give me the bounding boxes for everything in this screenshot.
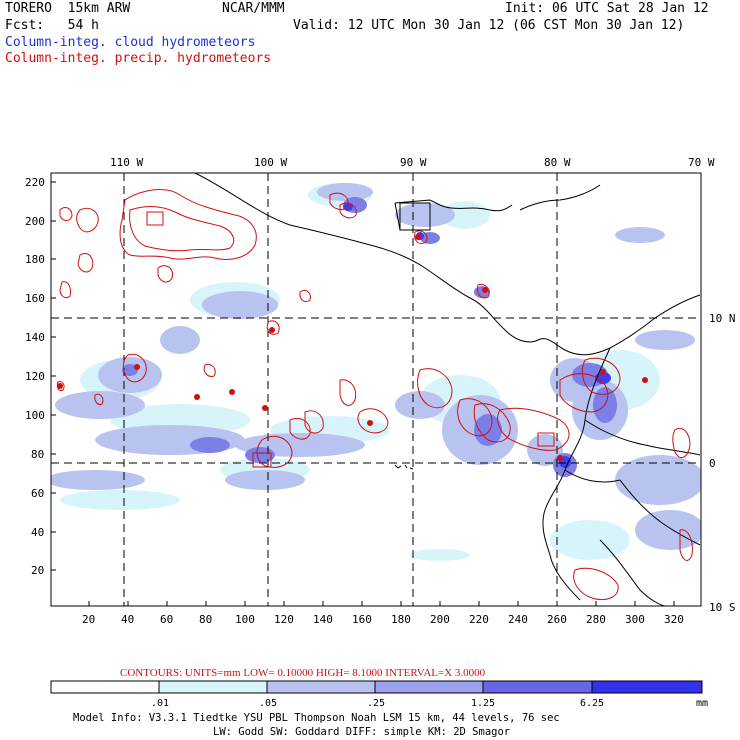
x-tick-label: 240: [508, 613, 528, 626]
x-tick-label: 140: [313, 613, 333, 626]
lat-label-10n: 10 N: [709, 312, 736, 325]
lon-label-100w: 100 W: [254, 156, 287, 169]
y-tick-label: 160: [25, 292, 45, 305]
colorbar-tick: 6.25: [580, 698, 604, 709]
x-tick-label: 300: [625, 613, 645, 626]
domain-box: [399, 202, 431, 231]
valid-time: Valid: 12 UTC Mon 30 Jan 12 (06 CST Mon …: [293, 18, 685, 33]
y-tick-label: 60: [31, 487, 44, 500]
y-tick-label: 120: [25, 370, 45, 383]
forecast-hour: Fcst: 54 h: [5, 18, 99, 33]
lat-label-0: 0: [709, 457, 716, 470]
y-tick-label: 20: [31, 564, 44, 577]
x-tick-label: 320: [664, 613, 684, 626]
x-tick-label: 60: [160, 613, 173, 626]
x-tick-label: 160: [352, 613, 372, 626]
colorbar-tick: .01: [151, 698, 169, 709]
field-precip-label: Column-integ. precip. hydrometeors: [5, 51, 272, 66]
hydrometeor-fill-layer: [51, 183, 701, 561]
coastlines: [194, 173, 701, 606]
x-tick-label: 180: [391, 613, 411, 626]
init-time: Init: 06 UTC Sat 28 Jan 12: [505, 1, 709, 16]
x-tick-label: 200: [430, 613, 450, 626]
bottom-ticks: [88, 601, 675, 606]
lon-label-110w: 110 W: [110, 156, 143, 169]
model-title: TORERO 15km ARW: [5, 1, 131, 16]
y-tick-label: 180: [25, 253, 45, 266]
lon-label-70w: 70 W: [688, 156, 715, 169]
plot-frame: [50, 172, 702, 607]
colorbar: [50, 680, 703, 694]
colorbar-tick: 1.25: [471, 698, 495, 709]
x-tick-label: 20: [82, 613, 95, 626]
lon-label-90w: 90 W: [400, 156, 427, 169]
lon-label-80w: 80 W: [544, 156, 571, 169]
y-tick-label: 40: [31, 526, 44, 539]
organization: NCAR/MMM: [222, 1, 285, 16]
x-tick-label: 280: [586, 613, 606, 626]
x-tick-label: 40: [121, 613, 134, 626]
x-tick-label: 120: [274, 613, 294, 626]
contour-info: CONTOURS: UNITS=mm LOW= 0.10000 HIGH= 8.…: [120, 667, 486, 679]
graticule: [51, 173, 701, 606]
model-info: Model Info: V3.3.1 Tiedtke YSU PBL Thomp…: [73, 712, 560, 724]
x-tick-label: 100: [235, 613, 255, 626]
y-tick-label: 220: [25, 176, 45, 189]
colorbar-unit: mm: [696, 698, 708, 709]
precip-contours: [56, 189, 693, 600]
left-ticks: [51, 181, 56, 571]
colorbar-tick: .05: [259, 698, 277, 709]
y-tick-label: 80: [31, 448, 44, 461]
precip-cores: [57, 234, 648, 461]
y-tick-label: 100: [25, 409, 45, 422]
y-tick-label: 140: [25, 331, 45, 344]
field-cloud-label: Column-integ. cloud hydrometeors: [5, 35, 256, 50]
lat-label-10s: 10 S: [709, 601, 736, 614]
x-tick-label: 220: [469, 613, 489, 626]
colorbar-tick: .25: [367, 698, 385, 709]
x-tick-label: 260: [547, 613, 567, 626]
marker-boxes: [146, 211, 555, 468]
model-info-physics: LW: Godd SW: Goddard DIFF: simple KM: 2D…: [213, 726, 510, 738]
y-tick-label: 200: [25, 215, 45, 228]
x-tick-label: 80: [199, 613, 212, 626]
